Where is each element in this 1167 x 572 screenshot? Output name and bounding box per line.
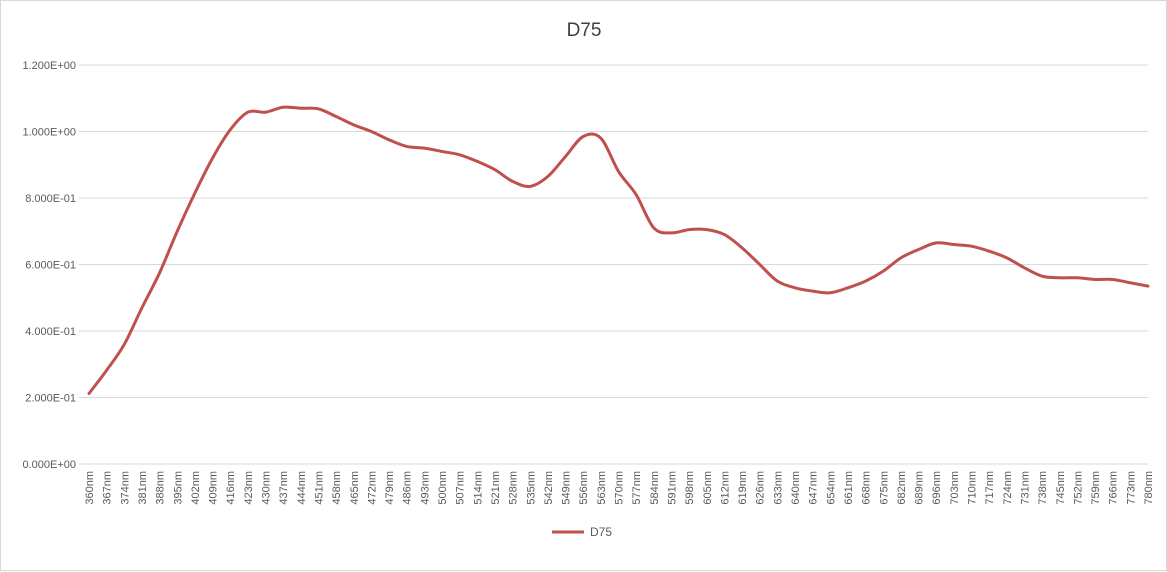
x-tick-label: 647nm: [808, 471, 820, 505]
x-tick-label: 766nm: [1108, 471, 1120, 505]
x-tick-label: 458nm: [331, 471, 343, 505]
x-tick-label: 381nm: [137, 471, 149, 505]
x-tick-label: 472nm: [366, 471, 378, 505]
x-tick-label: 430nm: [261, 471, 273, 505]
x-tick-label: 598nm: [684, 471, 696, 505]
x-tick-label: 605nm: [702, 471, 714, 505]
x-tick-label: 374nm: [119, 471, 131, 505]
x-tick-label: 682nm: [896, 471, 908, 505]
chart-title: D75: [567, 20, 602, 41]
x-tick-label: 675nm: [878, 471, 890, 505]
legend-label-d75: D75: [590, 525, 612, 539]
x-tick-label: 696nm: [931, 471, 943, 505]
x-tick-label: 542nm: [543, 471, 555, 505]
x-tick-label: 626nm: [755, 471, 767, 505]
x-tick-label: 367nm: [102, 471, 114, 505]
x-axis-ticks: 360nm 367nm 374nm 381nm 388nm 395nm 402nm 409nm…: [84, 471, 1155, 505]
x-tick-label: 437nm: [278, 471, 290, 505]
x-tick-label: 563nm: [596, 471, 608, 505]
x-tick-label: 409nm: [208, 471, 220, 505]
x-tick-label: 584nm: [649, 471, 661, 505]
x-tick-label: 633nm: [772, 471, 784, 505]
x-tick-label: 724nm: [1002, 471, 1014, 505]
legend: D75: [552, 525, 612, 539]
x-tick-label: 528nm: [508, 471, 520, 505]
x-tick-label: 738nm: [1037, 471, 1049, 505]
x-tick-label: 493nm: [419, 471, 431, 505]
x-tick-label: 465nm: [349, 471, 361, 505]
x-tick-label: 689nm: [914, 471, 926, 505]
x-tick-label: 556nm: [578, 471, 590, 505]
x-tick-label: 479nm: [384, 471, 396, 505]
x-tick-label: 577nm: [631, 471, 643, 505]
x-tick-label: 661nm: [843, 471, 855, 505]
x-tick-label: 780nm: [1143, 471, 1155, 505]
x-tick-label: 395nm: [172, 471, 184, 505]
x-tick-label: 731nm: [1019, 471, 1031, 505]
x-tick-label: 759nm: [1090, 471, 1102, 505]
x-tick-label: 416nm: [225, 471, 237, 505]
x-tick-label: 507nm: [455, 471, 467, 505]
x-tick-label: 500nm: [437, 471, 449, 505]
x-tick-label: 514nm: [472, 471, 484, 505]
x-tick-label: 773nm: [1125, 471, 1137, 505]
x-tick-label: 402nm: [190, 471, 202, 505]
x-tick-label: 535nm: [525, 471, 537, 505]
x-tick-label: 549nm: [561, 471, 573, 505]
x-tick-label: 717nm: [984, 471, 996, 505]
x-tick-label: 612nm: [719, 471, 731, 505]
y-tick-label: 2.000E-01: [25, 393, 76, 405]
x-tick-label: 668nm: [861, 471, 873, 505]
x-tick-label: 360nm: [84, 471, 96, 505]
x-tick-label: 444nm: [296, 471, 308, 505]
x-tick-label: 486nm: [402, 471, 414, 505]
y-tick-label: 0.000E+00: [22, 459, 76, 471]
y-tick-label: 8.000E-01: [25, 193, 76, 205]
gridlines: [79, 64, 1148, 465]
series-layer: [87, 105, 1150, 396]
x-tick-label: 423nm: [243, 471, 255, 505]
y-axis-ticks: 0.000E+00 2.000E-01 4.000E-01 6.000E-01 8.00…: [22, 60, 76, 471]
x-tick-label: 570nm: [614, 471, 626, 505]
y-tick-label: 4.000E-01: [25, 326, 76, 338]
series-line-d75: [87, 105, 1150, 396]
x-tick-label: 591nm: [666, 471, 678, 505]
x-tick-label: 654nm: [825, 471, 837, 505]
x-tick-label: 745nm: [1055, 471, 1067, 505]
x-tick-label: 521nm: [490, 471, 502, 505]
x-tick-label: 451nm: [313, 471, 325, 505]
y-tick-label: 1.000E+00: [22, 127, 76, 139]
y-tick-label: 1.200E+00: [22, 60, 76, 72]
x-tick-label: 752nm: [1072, 471, 1084, 505]
x-tick-label: 388nm: [155, 471, 167, 505]
x-tick-label: 619nm: [737, 471, 749, 505]
x-tick-label: 703nm: [949, 471, 961, 505]
x-tick-label: 710nm: [967, 471, 979, 505]
y-tick-label: 6.000E-01: [25, 260, 76, 272]
x-tick-label: 640nm: [790, 471, 802, 505]
